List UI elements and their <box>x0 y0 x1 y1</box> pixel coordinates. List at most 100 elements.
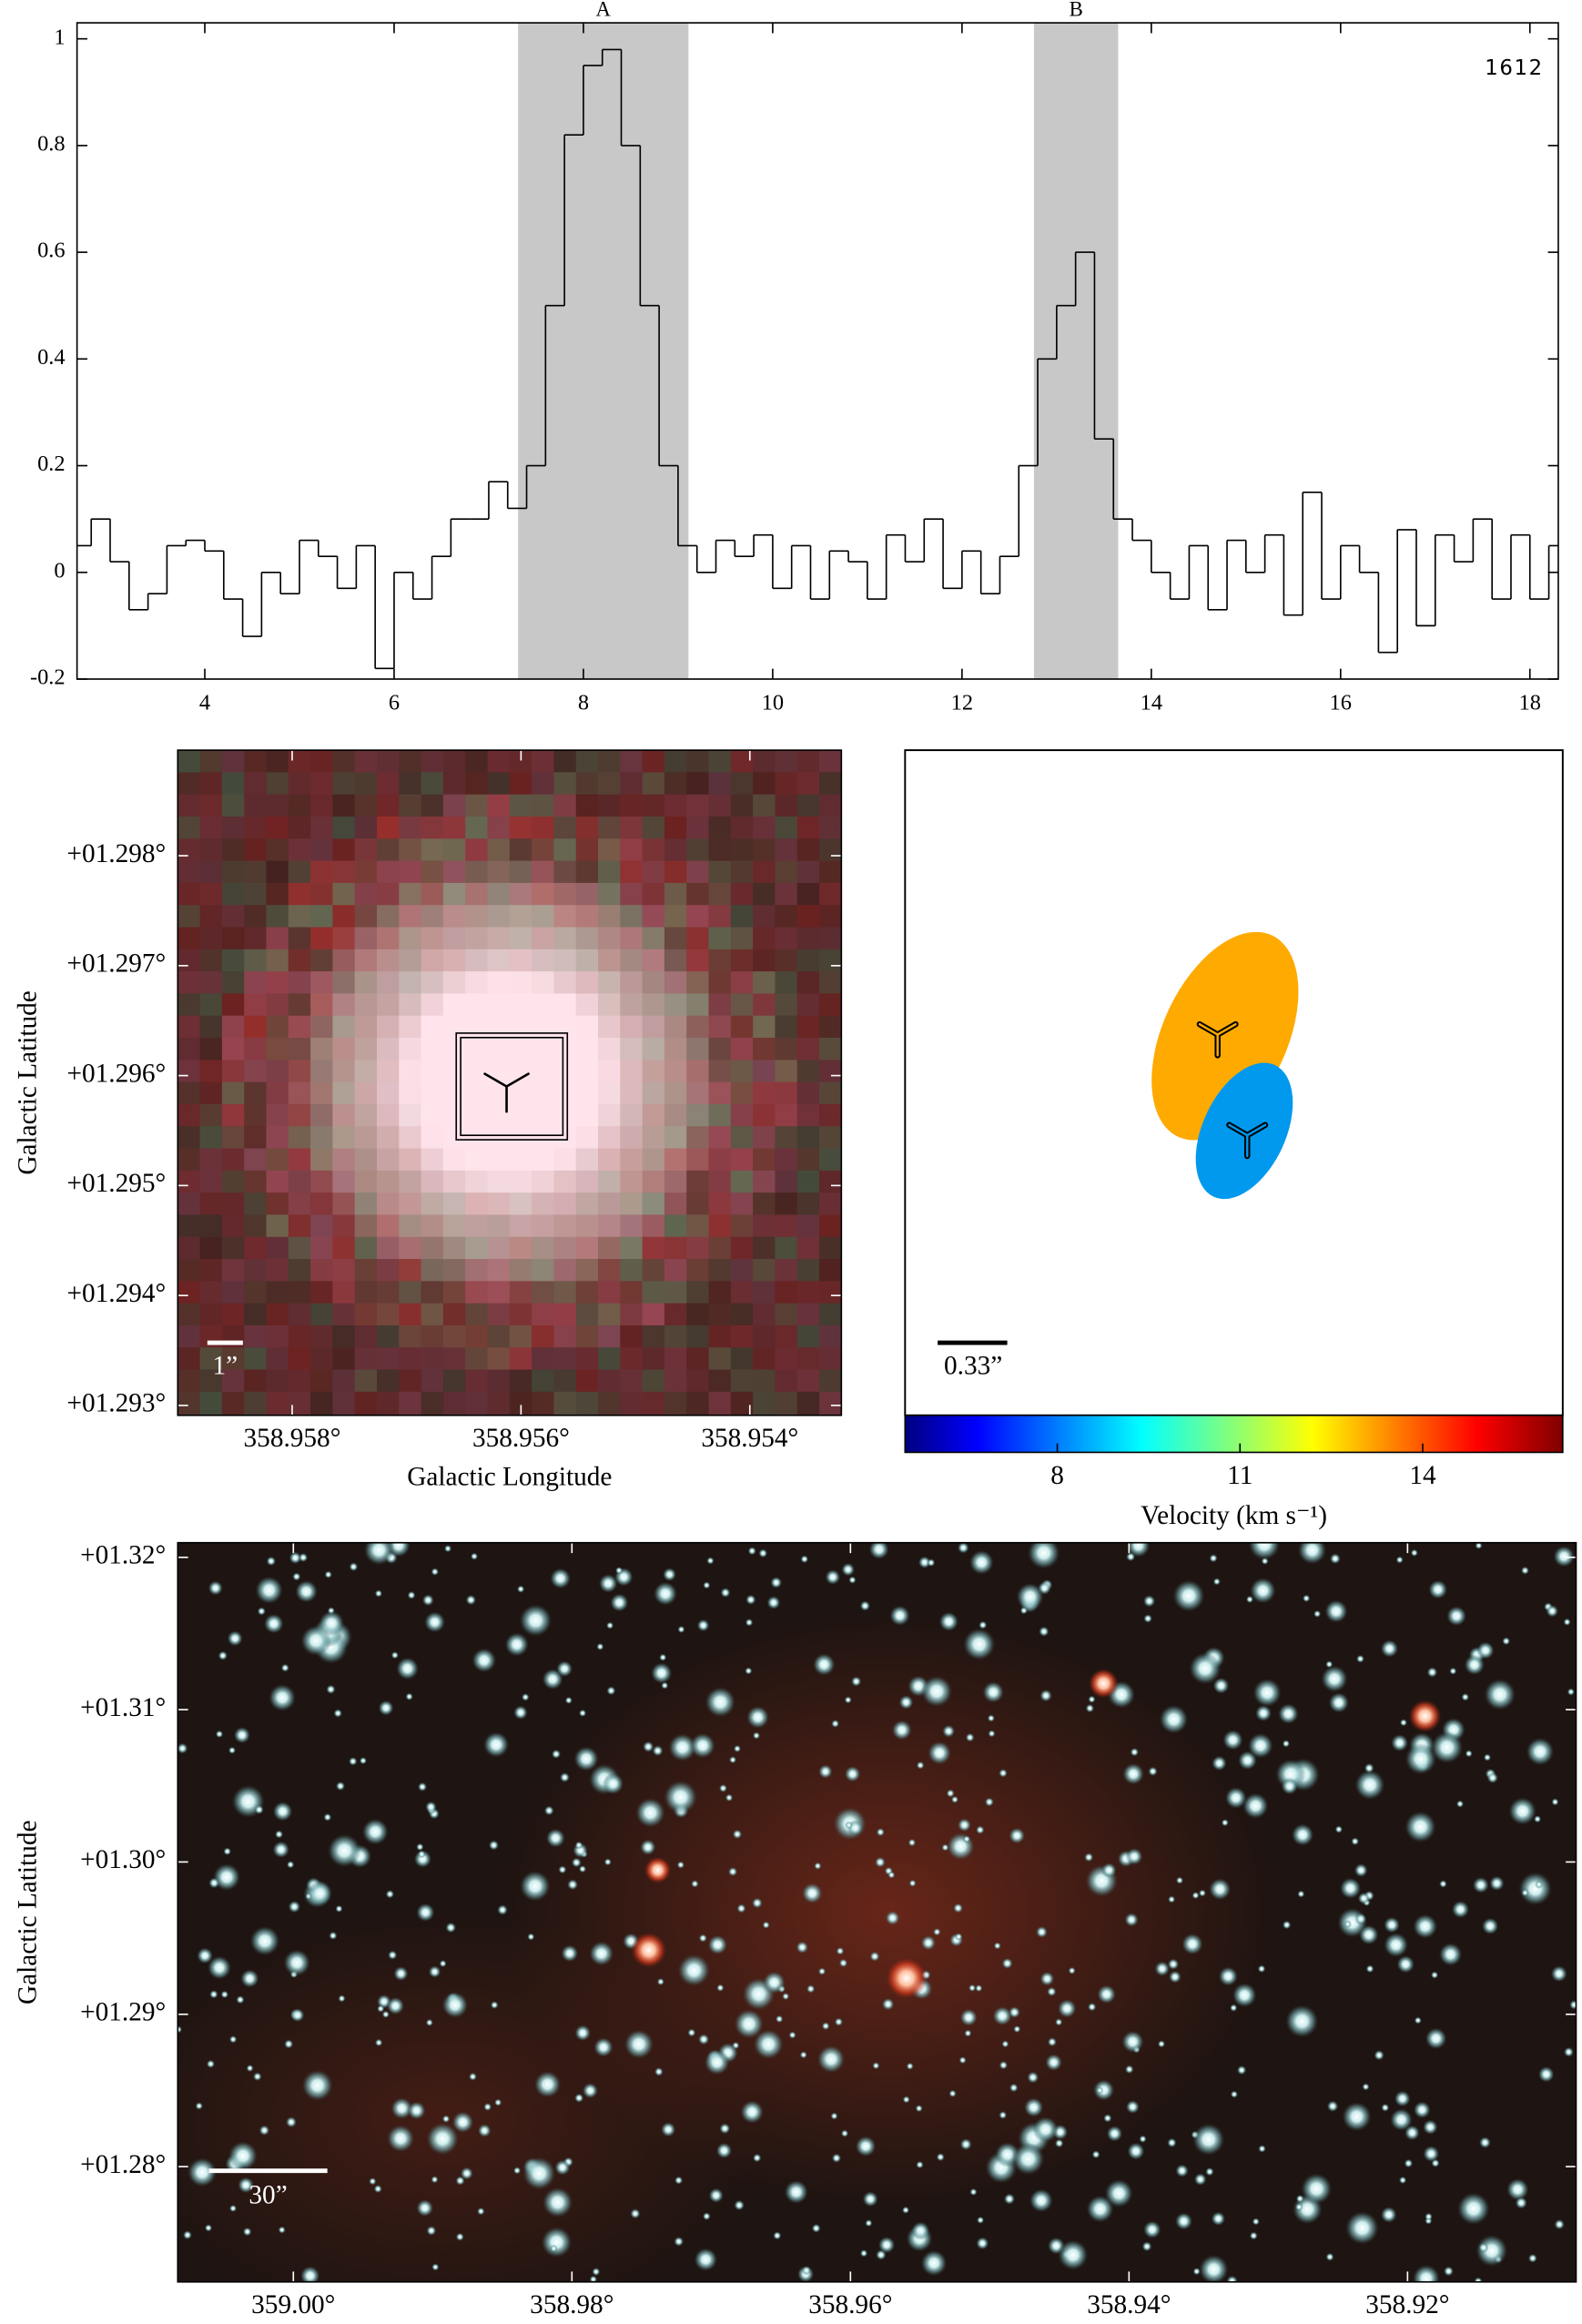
pixel <box>509 905 533 929</box>
star <box>284 2039 294 2049</box>
pixel <box>288 838 312 862</box>
pixel <box>442 750 467 774</box>
star <box>1143 2220 1161 2239</box>
star <box>745 1667 753 1675</box>
pixel <box>553 838 577 862</box>
pixel <box>775 1369 798 1393</box>
star <box>295 1579 318 1603</box>
pixel <box>266 860 289 884</box>
star <box>855 2136 877 2157</box>
pixel <box>399 1170 422 1194</box>
star <box>782 1992 790 2001</box>
star <box>706 1557 715 1565</box>
star <box>472 1648 497 1673</box>
pixel <box>620 1103 644 1128</box>
pixel <box>796 1192 821 1216</box>
pixel <box>421 1038 444 1061</box>
star <box>936 2153 945 2162</box>
star <box>1250 1578 1276 1604</box>
star <box>387 2125 415 2153</box>
pixel <box>575 1369 599 1393</box>
pixel <box>509 1126 533 1150</box>
pixel <box>620 1081 644 1105</box>
pixel <box>708 1236 732 1261</box>
pixel <box>244 750 268 774</box>
star <box>1212 1755 1227 1771</box>
pixel <box>332 1236 356 1261</box>
star <box>1321 1665 1348 1692</box>
star <box>1126 1552 1136 1562</box>
pixel <box>332 905 356 929</box>
star <box>490 2001 499 2010</box>
pixel <box>442 772 467 796</box>
star <box>1526 1737 1555 1766</box>
pixel <box>532 1170 555 1194</box>
pixel <box>487 817 511 840</box>
star <box>1390 2108 1413 2131</box>
pixel <box>288 1126 312 1150</box>
pixel <box>819 1081 842 1105</box>
star <box>1358 1924 1379 1945</box>
pixel <box>177 1192 201 1216</box>
pixel <box>532 1103 555 1128</box>
star <box>869 1951 880 1962</box>
star <box>333 1709 343 1718</box>
pixel <box>708 1324 732 1349</box>
x-tick-label: 10 <box>762 690 784 715</box>
pixel <box>730 817 755 840</box>
pixel <box>532 1126 555 1150</box>
pixel <box>399 1281 422 1304</box>
pixel <box>199 1236 223 1261</box>
pixel <box>575 1148 599 1172</box>
pixel <box>266 1391 289 1416</box>
star <box>1425 2212 1433 2221</box>
pixel <box>376 1192 401 1216</box>
pixel <box>642 1081 665 1105</box>
pixel <box>354 1170 378 1194</box>
star <box>801 2266 812 2276</box>
pixel <box>553 1170 577 1194</box>
target-box <box>460 1036 564 1137</box>
star <box>762 1921 770 1929</box>
pixel <box>575 1236 599 1261</box>
pixel <box>177 1303 201 1326</box>
pixel <box>376 1170 401 1194</box>
pixel <box>244 1192 268 1216</box>
star <box>390 2097 413 2120</box>
pixel <box>399 882 422 907</box>
star <box>796 1941 809 1954</box>
star <box>1142 1595 1156 1608</box>
pixel <box>332 1347 356 1371</box>
y-tick-label: +01.294° <box>67 1279 167 1308</box>
pixel <box>686 1126 710 1150</box>
pixel <box>465 1236 489 1261</box>
pixel <box>442 1148 467 1172</box>
pixel <box>686 860 710 884</box>
pixel <box>664 1103 688 1128</box>
pixel <box>442 1015 467 1039</box>
red-star <box>1089 1669 1119 1699</box>
region-label: A <box>596 0 612 20</box>
pixel <box>664 971 688 995</box>
star <box>606 1621 614 1629</box>
pixel <box>266 750 289 774</box>
pixel <box>708 817 732 840</box>
pixel <box>575 1214 599 1238</box>
star <box>1405 1742 1437 1775</box>
star <box>1232 1983 1257 2008</box>
pixel <box>575 1391 599 1416</box>
pixel <box>487 1170 511 1194</box>
pixel <box>199 1015 223 1039</box>
pixel <box>288 772 312 796</box>
star <box>1039 1689 1052 1702</box>
pixel <box>775 1103 798 1128</box>
star <box>374 2038 383 2047</box>
pixel <box>221 1303 246 1326</box>
star <box>1124 2065 1134 2075</box>
star <box>1430 1730 1464 1764</box>
pixel <box>753 949 776 973</box>
star <box>957 1542 969 1554</box>
plot-frame <box>177 1541 1577 2283</box>
star <box>288 1900 301 1913</box>
star <box>766 1596 781 1609</box>
